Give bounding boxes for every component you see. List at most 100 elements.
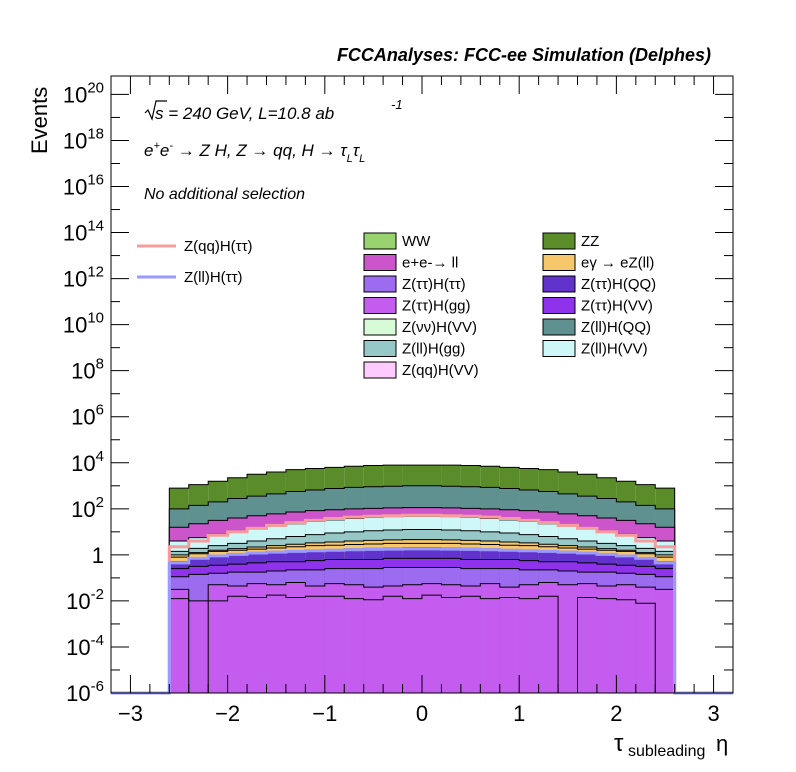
series-z-h-gg- <box>168 581 676 693</box>
thin-z-h-vv- <box>169 542 675 558</box>
y-tick-label: 10-4 <box>66 632 104 660</box>
y-tick-label: 102 <box>71 494 104 522</box>
y-tick-label: 1014 <box>63 218 104 246</box>
legend-label: Z(ll)H(VV) <box>581 341 648 358</box>
annotation-energy: s = 240 GeV, L=10.8 ab -1 <box>144 97 403 123</box>
legend-label: Z(ττ)H(ττ) <box>402 276 466 293</box>
bar <box>441 584 461 693</box>
x-axis-label-main: τ <box>614 730 624 757</box>
bar <box>655 589 675 693</box>
bar <box>519 584 539 693</box>
y-tick-label: 10-2 <box>66 586 104 614</box>
bar <box>305 585 325 693</box>
series-outline <box>168 557 676 693</box>
y-tick-label: 104 <box>71 448 104 476</box>
y-tick-label: 108 <box>71 356 104 384</box>
annotation-sqrt-s: s = 240 GeV, L=10.8 ab <box>155 104 334 123</box>
bar <box>383 585 403 693</box>
overlay-z-ll-h- <box>111 547 733 695</box>
overlay-z-qq-h- <box>111 513 733 695</box>
bar <box>480 583 500 693</box>
legend-label: Z(ll)H(QQ) <box>581 319 651 336</box>
y-tick-label: 1 <box>92 543 104 568</box>
legend-label: Z(ττ)H(VV) <box>581 298 653 315</box>
bar <box>422 583 442 693</box>
x-tick-label: 1 <box>513 701 525 726</box>
legend-swatch <box>542 340 576 357</box>
legend-label: Z(ττ)H(gg) <box>402 298 471 315</box>
axis-ticks <box>110 76 734 694</box>
legend-label: WW <box>402 233 431 250</box>
bar <box>227 585 248 693</box>
legend-line-label: Z(ll)H(ττ) <box>184 269 243 286</box>
series-outline <box>168 507 676 693</box>
x-tick-labels: −3 −2 −1 0 1 2 3 <box>118 701 720 726</box>
y-tick-label: 1020 <box>63 79 104 107</box>
y-tick-label: 106 <box>71 402 104 430</box>
legend-label: eγ → eZ(ll) <box>581 255 654 272</box>
series-outline <box>168 485 676 693</box>
bar <box>169 589 189 693</box>
legend-swatch <box>363 340 397 357</box>
legend-swatch <box>542 297 576 314</box>
bar <box>499 587 520 693</box>
x-axis-label: τ subleading η <box>614 730 728 760</box>
stacked-histogram <box>168 464 676 694</box>
bar <box>558 584 578 693</box>
legend-label: Z(ττ)H(QQ) <box>581 276 656 293</box>
x-tick-label: −3 <box>118 701 143 726</box>
overlay-lines <box>111 513 733 695</box>
legend-swatch <box>363 318 397 336</box>
legend-label: ZZ <box>581 233 599 250</box>
x-axis-label-sub: subleading <box>628 743 705 760</box>
annotation-selection: No additional selection <box>144 186 305 203</box>
bar <box>344 584 364 693</box>
y-axis-label: Events <box>27 87 52 154</box>
x-tick-label: −2 <box>215 701 240 726</box>
bar <box>616 584 636 693</box>
legend-label: Z(qq)H(VV) <box>402 362 479 379</box>
legend-swatch <box>363 254 397 271</box>
x-tick-label: −1 <box>312 701 337 726</box>
annotation-process-text: e+e- → Z H, Z → qq, H → τLτL <box>144 140 365 165</box>
bar <box>596 585 617 693</box>
legend-swatch <box>363 275 397 293</box>
y-tick-label: 1010 <box>63 310 104 338</box>
legend-swatch <box>542 318 576 336</box>
thin-outline <box>169 594 675 694</box>
legend: Z(qq)H(ττ) Z(ll)H(ττ) WW e+e-→ ll Z(ττ)H(ττ)… <box>137 232 656 379</box>
x-tick-label: 0 <box>416 701 428 726</box>
bar <box>285 582 306 693</box>
series-outline <box>168 464 676 693</box>
legend-swatch <box>363 297 397 314</box>
y-tick-label: 1016 <box>63 172 104 200</box>
bar <box>247 583 267 693</box>
bar <box>208 584 228 693</box>
legend-label: Z(ll)H(gg) <box>402 341 465 358</box>
bar <box>188 600 209 693</box>
sqrt-symbol <box>144 100 167 121</box>
annotation-lumi-exponent: -1 <box>391 97 403 112</box>
bar <box>363 587 384 693</box>
x-axis-label-tail: η <box>716 731 728 756</box>
series-outline <box>168 539 676 693</box>
bar <box>266 584 286 693</box>
bar <box>324 583 345 693</box>
legend-swatch <box>363 232 397 250</box>
legend-label: e+e-→ ll <box>402 255 458 272</box>
bar <box>577 583 597 693</box>
legend-swatch <box>542 254 576 271</box>
y-tick-label: 1018 <box>63 125 104 153</box>
x-tick-label: 3 <box>707 701 719 726</box>
bar <box>402 584 422 693</box>
thin-z-qq-h-vv- <box>169 594 675 694</box>
legend-swatch <box>542 232 576 250</box>
x-tick-label: 2 <box>610 701 622 726</box>
series-outline <box>168 529 676 693</box>
annotation-process: e+e- → Z H, Z → qq, H → τLτL <box>144 140 365 165</box>
bar <box>635 587 656 693</box>
chart-title: FCCAnalyses: FCC-ee Simulation (Delphes) <box>337 45 711 65</box>
y-tick-labels: 10-6 10-4 10-2 1 102 104 106 108 1010 1012 1014 101… <box>63 79 104 706</box>
